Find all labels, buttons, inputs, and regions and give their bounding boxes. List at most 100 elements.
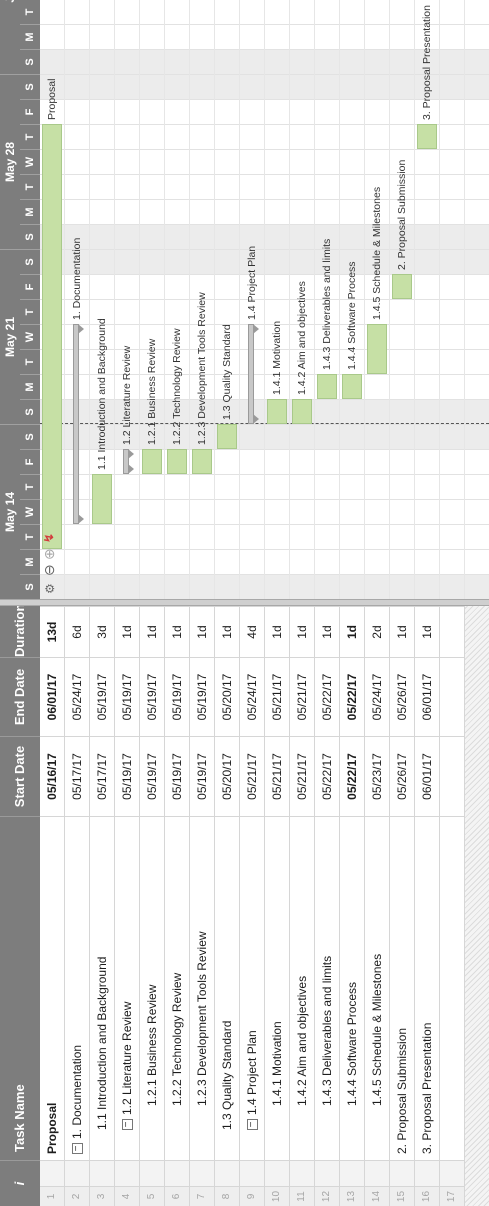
- table-row[interactable]: 17: [440, 606, 465, 1206]
- row-info-cell[interactable]: [190, 1160, 214, 1186]
- table-row[interactable]: 4 −1.2 Literature Review 05/19/17 05/19/17 1…: [115, 606, 140, 1206]
- table-row[interactable]: 9 − 1.4 Project Plan 05/21/17 05/24/17 4d: [240, 606, 265, 1206]
- task-name-cell[interactable]: 1.2.1 Business Review: [140, 816, 164, 1160]
- start-date-cell[interactable]: 05/23/17: [365, 736, 389, 816]
- task-bar[interactable]: [42, 124, 62, 549]
- row-info-cell[interactable]: [40, 1160, 64, 1186]
- task-bar[interactable]: [217, 424, 237, 449]
- start-date-cell[interactable]: 05/19/17: [115, 736, 139, 816]
- collapse-toggle-icon[interactable]: −: [71, 1143, 84, 1154]
- summary-bar[interactable]: [248, 324, 254, 424]
- row-info-cell[interactable]: [165, 1160, 189, 1186]
- start-date-cell[interactable]: 05/22/17: [340, 736, 364, 816]
- row-info-cell[interactable]: [440, 1160, 464, 1186]
- row-info-cell[interactable]: [340, 1160, 364, 1186]
- end-date-cell[interactable]: 05/26/17: [390, 657, 414, 736]
- table-row[interactable]: 15 2. Proposal Submission 05/26/17 05/26/17…: [390, 606, 415, 1206]
- end-date-cell[interactable]: 05/19/17: [90, 657, 114, 736]
- end-date-cell[interactable]: 05/21/17: [265, 657, 289, 736]
- end-date-cell[interactable]: 05/20/17: [215, 657, 239, 736]
- task-bar[interactable]: [192, 449, 212, 474]
- zoom-in-icon[interactable]: ⊕: [41, 548, 57, 560]
- row-info-cell[interactable]: [65, 1160, 89, 1186]
- start-date-cell[interactable]: 05/22/17: [315, 736, 339, 816]
- duration-cell[interactable]: [440, 606, 464, 657]
- row-info-cell[interactable]: [215, 1160, 239, 1186]
- start-date-cell[interactable]: 05/21/17: [265, 736, 289, 816]
- table-row[interactable]: 5 1.2.1 Business Review 05/19/17 05/19/17 1d: [140, 606, 165, 1206]
- row-info-cell[interactable]: [115, 1160, 139, 1186]
- task-name-cell[interactable]: 1.3 Quality Standard: [215, 816, 239, 1160]
- task-bar[interactable]: [342, 374, 362, 399]
- row-info-cell[interactable]: [240, 1160, 264, 1186]
- duration-column-header[interactable]: Duration: [12, 603, 27, 657]
- task-bar[interactable]: [167, 449, 187, 474]
- task-name-cell[interactable]: 1.4.3 Deliverables and limits: [315, 816, 339, 1160]
- row-info-cell[interactable]: [415, 1160, 439, 1186]
- end-date-cell[interactable]: 05/19/17: [115, 657, 139, 736]
- critical-path-icon[interactable]: ↯: [42, 532, 56, 543]
- task-bar[interactable]: [292, 399, 312, 424]
- row-info-cell[interactable]: [290, 1160, 314, 1186]
- end-date-cell[interactable]: 05/19/17: [190, 657, 214, 736]
- end-date-cell[interactable]: [440, 657, 464, 736]
- table-row[interactable]: 6 1.2.2 Technology Review 05/19/17 05/19/17…: [165, 606, 190, 1206]
- end-date-cell[interactable]: 05/19/17: [140, 657, 164, 736]
- table-row[interactable]: 10 1.4.1 Motivation 05/21/17 05/21/17 1d: [265, 606, 290, 1206]
- duration-cell[interactable]: 13d: [40, 606, 64, 657]
- row-info-cell[interactable]: [315, 1160, 339, 1186]
- task-name-cell[interactable]: 3. Proposal Presentation: [415, 816, 439, 1160]
- start-date-cell[interactable]: 05/19/17: [190, 736, 214, 816]
- gear-icon[interactable]: ⚙: [43, 583, 57, 594]
- table-row[interactable]: 3 1.1 Introduction and Background 05/17/17…: [90, 606, 115, 1206]
- table-row[interactable]: 13 1.4.4 Software Process 05/22/17 05/22/17…: [340, 606, 365, 1206]
- task-name-column-header[interactable]: Task Name: [0, 816, 40, 1160]
- duration-cell[interactable]: 1d: [415, 606, 439, 657]
- task-name-cell[interactable]: 2. Proposal Submission: [390, 816, 414, 1160]
- start-date-cell[interactable]: 05/21/17: [290, 736, 314, 816]
- task-name-cell[interactable]: 1.4.2 Aim and objectives: [290, 816, 314, 1160]
- duration-cell[interactable]: 3d: [90, 606, 114, 657]
- task-bar[interactable]: [317, 374, 337, 399]
- end-date-column-header[interactable]: End Date: [0, 657, 40, 736]
- task-name-cell[interactable]: − 1. Documentation: [65, 816, 89, 1160]
- end-date-cell[interactable]: 05/24/17: [65, 657, 89, 736]
- duration-cell[interactable]: 1d: [215, 606, 239, 657]
- start-date-cell[interactable]: 05/20/17: [215, 736, 239, 816]
- task-bar[interactable]: [392, 274, 412, 299]
- table-row[interactable]: 2 − 1. Documentation 05/17/17 05/24/17 6d: [65, 606, 90, 1206]
- start-date-cell[interactable]: 05/17/17: [90, 736, 114, 816]
- task-name-cell[interactable]: [440, 816, 464, 1160]
- task-name-cell[interactable]: − 1.4 Project Plan: [240, 816, 264, 1160]
- end-date-cell[interactable]: 05/24/17: [365, 657, 389, 736]
- start-date-cell[interactable]: 05/16/17: [40, 736, 64, 816]
- task-name-cell[interactable]: Proposal: [40, 816, 64, 1160]
- collapse-toggle-icon[interactable]: −: [246, 1119, 259, 1130]
- start-date-cell[interactable]: 06/01/17: [415, 736, 439, 816]
- pane-splitter[interactable]: [0, 599, 489, 606]
- task-bar[interactable]: [417, 124, 437, 149]
- task-name-cell[interactable]: 1.4.1 Motivation: [265, 816, 289, 1160]
- summary-bar[interactable]: [123, 449, 129, 474]
- duration-cell[interactable]: 6d: [65, 606, 89, 657]
- end-date-cell[interactable]: 05/19/17: [165, 657, 189, 736]
- task-bar[interactable]: [267, 399, 287, 424]
- row-info-cell[interactable]: [390, 1160, 414, 1186]
- table-row[interactable]: 16 3. Proposal Presentation 06/01/17 06/01/…: [415, 606, 440, 1206]
- task-name-cell[interactable]: 1.2.3 Development Tools Review: [190, 816, 214, 1160]
- task-name-cell[interactable]: 1.4.5 Schedule & Milestones: [365, 816, 389, 1160]
- end-date-cell[interactable]: 05/22/17: [315, 657, 339, 736]
- task-name-cell[interactable]: 1.1 Introduction and Background: [90, 816, 114, 1160]
- row-info-cell[interactable]: [265, 1160, 289, 1186]
- duration-cell[interactable]: 1d: [140, 606, 164, 657]
- task-name-cell[interactable]: − 1.2 Literature Review: [115, 816, 139, 1160]
- start-date-cell[interactable]: 05/17/17: [65, 736, 89, 816]
- end-date-cell[interactable]: 05/22/17: [340, 657, 364, 736]
- row-info-cell[interactable]: [90, 1160, 114, 1186]
- info-column-header[interactable]: i: [0, 1160, 40, 1206]
- task-name-cell[interactable]: 1.4.4 Software Process: [340, 816, 364, 1160]
- table-row[interactable]: 11 1.4.2 Aim and objectives 05/21/17 05/21/…: [290, 606, 315, 1206]
- summary-bar[interactable]: [73, 324, 79, 524]
- start-date-cell[interactable]: 05/19/17: [140, 736, 164, 816]
- duration-cell[interactable]: 1d: [340, 606, 364, 657]
